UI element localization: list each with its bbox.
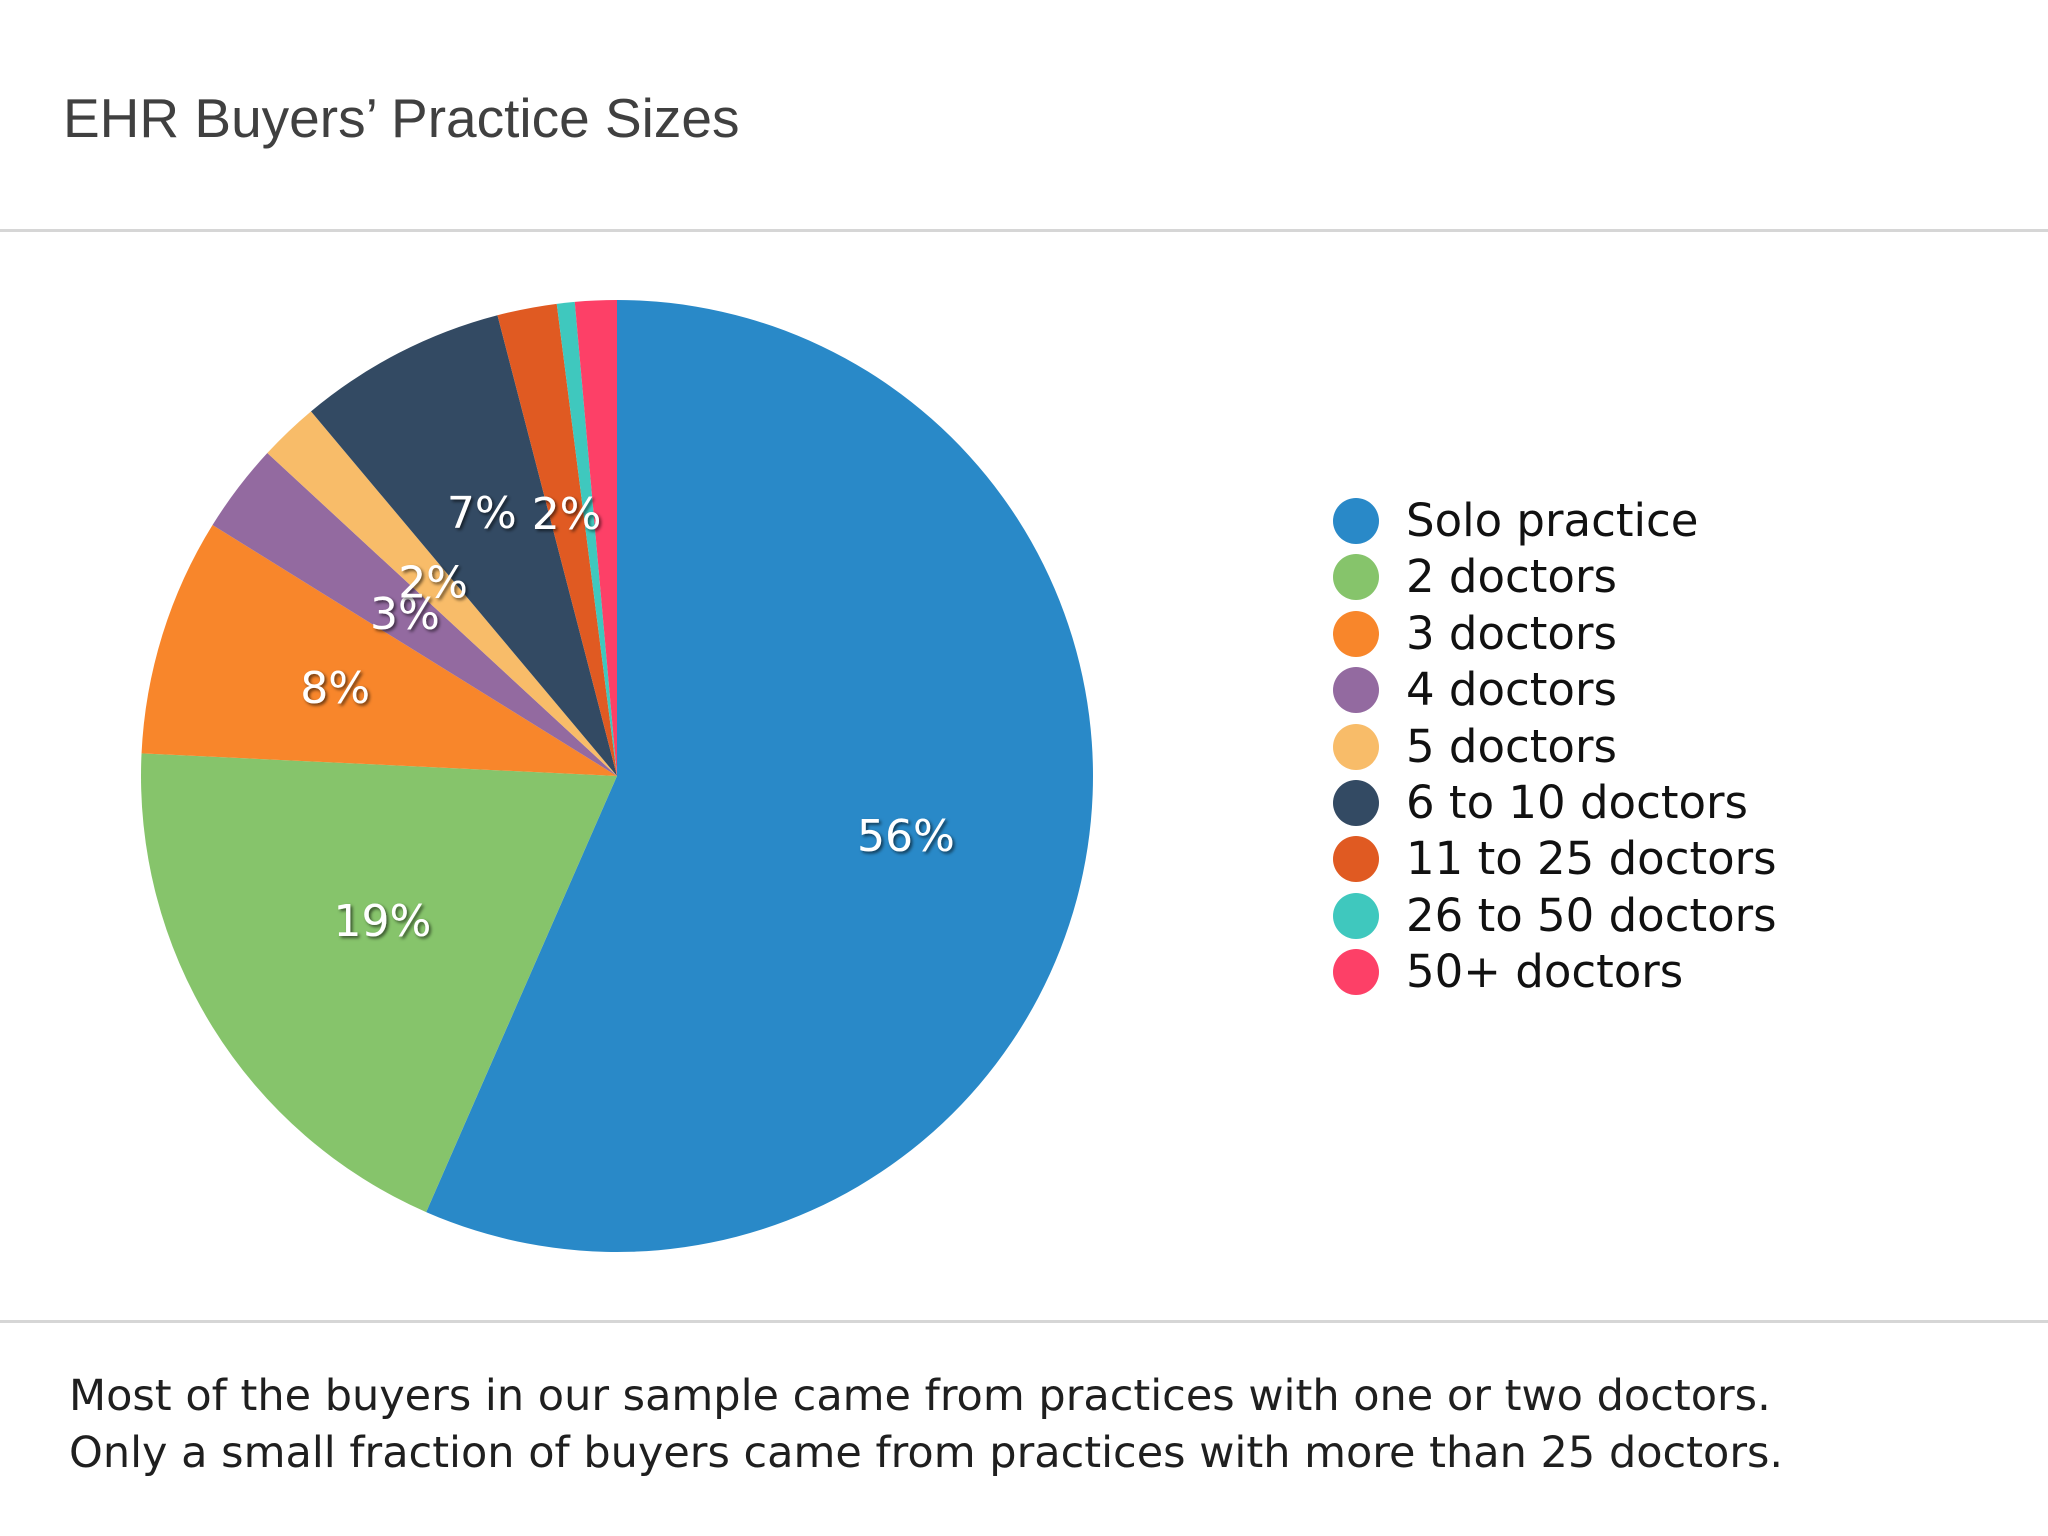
- bottom-divider: [0, 1320, 2048, 1323]
- pie-slice-11-to-25-doctors: [497, 303, 617, 776]
- legend-swatch: [1333, 498, 1379, 544]
- legend-swatch: [1333, 723, 1379, 770]
- legend-swatch: [1333, 892, 1379, 939]
- pie-slice-2-doctors: [141, 753, 617, 1213]
- caption-line-2: Only a small fraction of buyers came fro…: [69, 1428, 1784, 1478]
- legend-label: 6 to 10 doctors: [1406, 775, 1748, 829]
- pie-slice-50plus-doctors: [574, 300, 617, 776]
- chart-title: EHR Buyers’ Practice Sizes: [63, 87, 740, 149]
- top-divider: [0, 229, 2048, 232]
- slice-label-11-to-25-doctors: 2%: [532, 489, 602, 540]
- legend-label: Solo practice: [1406, 494, 1699, 547]
- pie-slice-labels: 56%19%8%3%2%7% 2%: [300, 488, 955, 947]
- legend-swatch: [1333, 836, 1379, 883]
- pie-slice-solo-practice: [426, 300, 1093, 1252]
- legend-label: 50+ doctors: [1406, 945, 1684, 999]
- pie-slice-26-to-50-doctors: [556, 301, 617, 776]
- legend-swatch: [1333, 610, 1379, 657]
- pie-slice-3-doctors: [141, 525, 618, 776]
- pie-slice-6-to-10-doctors: [311, 315, 617, 776]
- legend-swatch: [1333, 667, 1379, 714]
- legend-swatch: [1333, 949, 1379, 996]
- legend-swatch: [1333, 779, 1379, 826]
- chart-caption: Most of the buyers in our sample came fr…: [69, 1368, 1783, 1482]
- slice-label-4-doctors: 3%: [370, 589, 440, 640]
- legend-label: 4 doctors: [1406, 663, 1617, 717]
- pie-slice-5-doctors: [267, 411, 617, 776]
- pie-slice-4-doctors: [212, 453, 617, 776]
- legend-swatch: [1333, 554, 1379, 601]
- slice-label-5-doctors: 2%: [398, 558, 468, 609]
- legend-label: 3 doctors: [1406, 606, 1617, 660]
- pie-chart: 56%19%8%3%2%7% 2%: [141, 300, 1093, 1252]
- legend-label: 26 to 50 doctors: [1406, 888, 1777, 942]
- slice-label-3-doctors: 8%: [300, 663, 370, 714]
- legend-label: 2 doctors: [1406, 550, 1617, 604]
- legend-label: 11 to 25 doctors: [1406, 832, 1777, 886]
- legend-label: 5 doctors: [1406, 719, 1617, 773]
- slice-label-6-to-10-doctors: 7%: [447, 488, 517, 539]
- caption-line-1: Most of the buyers in our sample came fr…: [69, 1371, 1771, 1421]
- slice-label-solo-practice: 56%: [857, 811, 955, 862]
- slice-label-2-doctors: 19%: [334, 896, 432, 947]
- pie-slices: [141, 300, 1093, 1252]
